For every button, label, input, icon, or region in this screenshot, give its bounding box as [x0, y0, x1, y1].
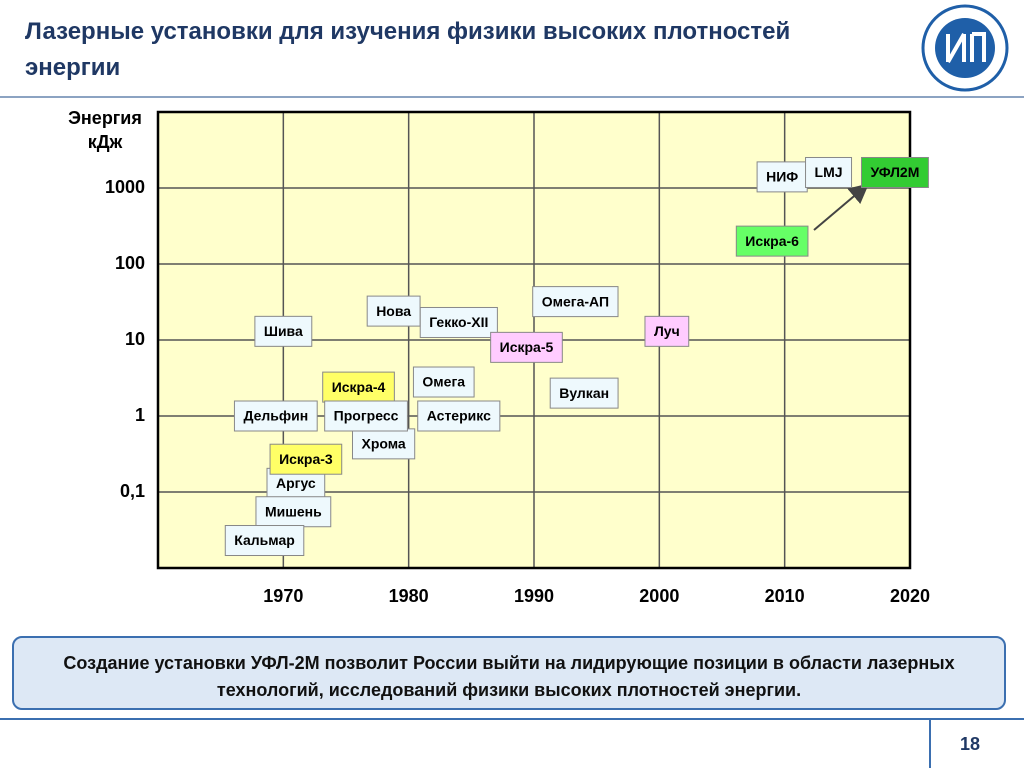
y-tick-label: 100 [115, 253, 145, 273]
device-label: Хрома [361, 436, 405, 452]
x-tick-label: 1970 [263, 586, 303, 606]
plot-border [156, 110, 912, 570]
device-marker [255, 496, 332, 528]
device-box: Искра-3 [269, 443, 343, 475]
device-box: Гекко-XII [419, 306, 498, 338]
device-marker [549, 377, 619, 409]
x-tick-label: 2000 [639, 586, 679, 606]
device-label: Астерикс [427, 408, 491, 424]
device-marker [532, 286, 619, 318]
device-marker [366, 295, 421, 327]
arrow [813, 183, 870, 231]
chart: 0,1 1 10 100 1000 1970 1980 1990 2000 2010 2020 Шив… [105, 110, 930, 606]
device-label: Дельфин [243, 408, 308, 424]
device-marker [805, 156, 853, 188]
device-marker [322, 371, 395, 403]
x-tick-label: 1990 [514, 586, 554, 606]
device-label: Искра-4 [332, 379, 386, 395]
device-label: LMJ [815, 164, 843, 180]
y-tick-label: 0,1 [120, 481, 145, 501]
device-box: Шива [254, 315, 313, 347]
x-tick-label: 1980 [389, 586, 429, 606]
device-marker [224, 525, 305, 557]
device-box: Искра-4 [322, 371, 395, 403]
x-tick-label: 2010 [765, 586, 805, 606]
device-label: Кальмар [234, 532, 295, 548]
y-axis-label: Энергия кДж [68, 108, 142, 152]
device-box: Прогресс [324, 400, 408, 432]
slide-title: Лазерные установки для изучения физики в… [25, 18, 791, 81]
device-box: НИФ [756, 161, 808, 193]
device-marker [324, 400, 408, 432]
device-label: Искра-6 [745, 233, 799, 249]
x-tick-label: 2020 [890, 586, 930, 606]
device-box: Искра-6 [735, 225, 809, 257]
device-box: Астерикс [417, 400, 501, 432]
device-box: Омега-АП [532, 286, 619, 318]
device-box: LMJ [805, 156, 853, 188]
logo-glyph [946, 32, 986, 63]
device-box: Нова [366, 295, 421, 327]
y-tick-label: 1000 [105, 177, 145, 197]
header-rule [0, 96, 1024, 98]
device-box: Вулкан [549, 377, 619, 409]
device-label: Омега-АП [542, 293, 609, 309]
note-box: Создание установки УФЛ-2М позволит Росси… [12, 636, 1006, 710]
device-marker [417, 400, 501, 432]
device-marker [735, 225, 809, 257]
device-box: Луч [644, 315, 690, 347]
device-label: Луч [654, 323, 680, 339]
y-tick-label: 1 [135, 405, 145, 425]
device-label: Вулкан [559, 385, 609, 401]
device-box: Омега [412, 366, 475, 398]
y-tick-label: 10 [125, 329, 145, 349]
device-label: Омега [422, 374, 465, 390]
device-box: Кальмар [224, 525, 305, 557]
device-label: Прогресс [334, 408, 399, 424]
device-marker [644, 315, 690, 347]
footer-divider [929, 718, 931, 768]
device-label: Шива [264, 323, 303, 339]
device-label: Искра-5 [500, 339, 554, 355]
device-box: Мишень [255, 496, 332, 528]
device-marker [233, 400, 318, 432]
device-label: Аргус [276, 475, 316, 491]
device-marker [269, 443, 343, 475]
device-marker [756, 161, 808, 193]
device-marker [412, 366, 475, 398]
device-box: Дельфин [233, 400, 318, 432]
device-marker [490, 331, 563, 363]
device-label: Искра-3 [279, 451, 333, 467]
device-marker [254, 315, 313, 347]
device-marker [351, 428, 416, 460]
device-box: Хрома [351, 428, 416, 460]
device-label: УФЛ2М [871, 164, 920, 180]
device-label: Нова [376, 303, 411, 319]
device-marker [861, 156, 929, 188]
device-label: НИФ [766, 169, 798, 185]
page-number: 18 [960, 734, 981, 754]
logo [921, 4, 1009, 92]
footer-rule [0, 718, 1024, 720]
device-label: Гекко-XII [429, 314, 488, 330]
device-label: Мишень [265, 503, 322, 519]
device-box: УФЛ2М [861, 156, 929, 188]
device-box: Искра-5 [490, 331, 563, 363]
